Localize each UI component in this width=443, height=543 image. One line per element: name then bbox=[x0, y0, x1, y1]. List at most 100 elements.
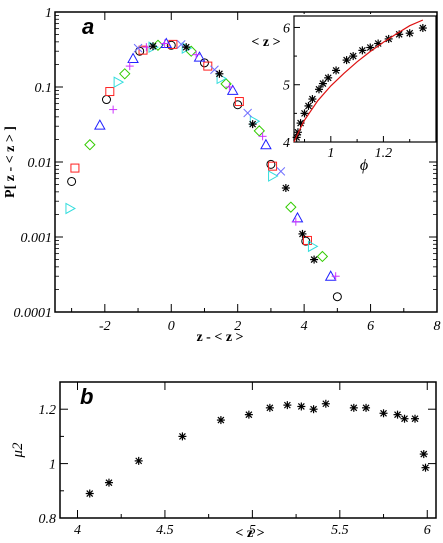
panel-a-point-asterisk-b bbox=[182, 43, 190, 51]
inset-ytick-label: 6 bbox=[283, 21, 290, 36]
panel-a-point-square-shape bbox=[138, 45, 148, 55]
panel-a-point-triangle-right-shape bbox=[268, 170, 279, 182]
panel-b-point-b bbox=[394, 411, 401, 419]
panel-b-point-b bbox=[350, 404, 358, 412]
panel-a-point-circle bbox=[266, 159, 276, 169]
panel-a-point-circle bbox=[199, 58, 209, 68]
panel-a-ylabel: P[ z - < z > ] bbox=[3, 126, 18, 198]
inset-xtick-label: 1 bbox=[327, 146, 334, 161]
panel-b-point bbox=[178, 432, 187, 441]
panel-a-point-triangle-right bbox=[113, 76, 125, 89]
panel-b-point bbox=[419, 450, 428, 459]
panel-a-point-diamond-shape bbox=[119, 68, 131, 80]
panel-a-point-triangle-right-shape bbox=[307, 240, 319, 253]
panel-a-point-plus bbox=[109, 105, 118, 114]
panel-a-point-plus bbox=[258, 132, 267, 141]
panel-b-ytick-label: 1 bbox=[49, 458, 56, 473]
panel-a-xtick-label: 2 bbox=[234, 319, 241, 334]
panel-a-xtick-label: 8 bbox=[434, 319, 441, 334]
inset-point-b bbox=[395, 30, 403, 38]
panel-a-xtick-label: 6 bbox=[367, 319, 374, 334]
inset-point bbox=[366, 43, 375, 52]
panel-a-point-triangle-up bbox=[127, 52, 139, 63]
panel-a-point-diamond-shape bbox=[220, 78, 232, 90]
inset-point-b bbox=[301, 109, 308, 117]
panel-b-ticks: 4 4.5 5 5.5 6 0.8 1 1.2 bbox=[39, 381, 436, 538]
panel-a-point-cross bbox=[243, 108, 253, 118]
panel-a-point-asterisk bbox=[298, 229, 307, 238]
panel-a-xtick-label: -2 bbox=[99, 319, 111, 334]
panel-a-point-square-shape bbox=[203, 61, 213, 71]
panel-a-point-triangle-up bbox=[93, 119, 106, 130]
panel-a-point-triangle-up-shape bbox=[93, 119, 106, 130]
panel-a-point-asterisk-b bbox=[299, 230, 306, 238]
panel-a-point-square bbox=[203, 61, 213, 71]
panel-a-point-triangle-up-shape bbox=[260, 138, 272, 150]
panel-a-point-triangle-up-shape bbox=[127, 52, 139, 63]
inset-ytick-label: 4 bbox=[283, 136, 290, 151]
panel-b-point bbox=[393, 410, 402, 419]
panel-a-point-triangle-up-shape bbox=[291, 211, 304, 223]
panel-a-point-asterisk bbox=[248, 120, 257, 129]
panel-a-point-circle bbox=[166, 40, 176, 50]
panel-a-point-circle-shape bbox=[101, 95, 111, 105]
inset-xtick-label: 1.2 bbox=[375, 146, 393, 161]
panel-b-point bbox=[85, 489, 94, 498]
panel-a-point-circle bbox=[301, 236, 311, 246]
panel-a-point-diamond-shape bbox=[316, 250, 329, 263]
panel-b-point bbox=[216, 416, 225, 425]
panel-a-point-asterisk bbox=[148, 42, 157, 51]
panel-a-point-asterisk-b bbox=[282, 184, 290, 192]
panel-b-marks bbox=[85, 399, 430, 498]
panel-a-point-triangle-right bbox=[65, 202, 76, 215]
inset-point bbox=[342, 56, 351, 65]
panel-a-point-square bbox=[105, 87, 115, 97]
inset-point-b bbox=[374, 40, 382, 47]
panel-a-point-asterisk bbox=[215, 69, 224, 78]
inset-point bbox=[314, 85, 323, 94]
panel-a-marks bbox=[65, 37, 342, 302]
panel-a-point-diamond-shape bbox=[84, 139, 96, 151]
panel-a-point-asterisk bbox=[310, 255, 319, 264]
panel-a-point-diamond bbox=[119, 68, 131, 80]
panel-b-point bbox=[362, 403, 371, 412]
panel-b-ylabel: μ2 bbox=[10, 442, 26, 459]
panel-a-point-square bbox=[302, 235, 312, 245]
panel-b-ytick-label: 1.2 bbox=[39, 403, 57, 418]
panel-a-point-square-shape bbox=[302, 235, 312, 245]
panel-b-point bbox=[244, 410, 253, 419]
panel-b-xtick-label: 6 bbox=[424, 523, 431, 538]
panel-b-point-b bbox=[283, 401, 291, 409]
panel-a-ytick-label: 1 bbox=[45, 6, 52, 21]
panel-a-point-circle-shape bbox=[266, 159, 276, 169]
panel-b-point-b bbox=[420, 450, 428, 458]
panel-a-point-plus bbox=[192, 50, 201, 59]
panel-a-point-square-shape bbox=[105, 87, 115, 97]
panel-b-point bbox=[379, 409, 388, 418]
inset-point-b bbox=[297, 119, 304, 127]
panel-b-point bbox=[297, 402, 306, 411]
panel-a-point-circle-shape bbox=[332, 292, 342, 302]
panel-b-point bbox=[283, 401, 292, 410]
panel-b-point-b bbox=[245, 411, 253, 419]
panel-a-chart: -2 0 2 4 6 8 0.0001 0.001 0.01 0.1 1 a z - < z > P… bbox=[3, 6, 441, 345]
inset-marks bbox=[292, 19, 427, 143]
inset-point bbox=[349, 52, 358, 61]
panel-b-point bbox=[104, 478, 113, 487]
inset-point-b bbox=[406, 29, 414, 37]
panel-a-point-square-shape bbox=[168, 39, 178, 49]
panel-a-point-square-shape bbox=[268, 161, 278, 171]
panel-a-ytick-label: 0.01 bbox=[28, 156, 53, 171]
panel-a-point-cross-b bbox=[133, 43, 143, 53]
panel-a-point-square bbox=[168, 39, 178, 49]
panel-a-xlabel: z - < z > bbox=[196, 330, 243, 345]
panel-a-point-asterisk-b bbox=[249, 120, 257, 128]
panel-a-point-square-shape bbox=[70, 163, 80, 173]
inset-point-b bbox=[349, 52, 357, 60]
panel-a-point-plus bbox=[160, 39, 169, 48]
panel-b-point bbox=[134, 456, 143, 465]
panel-a-point-diamond bbox=[84, 139, 96, 151]
panel-a-point-circle-shape bbox=[67, 176, 77, 186]
panel-a-point-triangle-up bbox=[226, 84, 239, 95]
